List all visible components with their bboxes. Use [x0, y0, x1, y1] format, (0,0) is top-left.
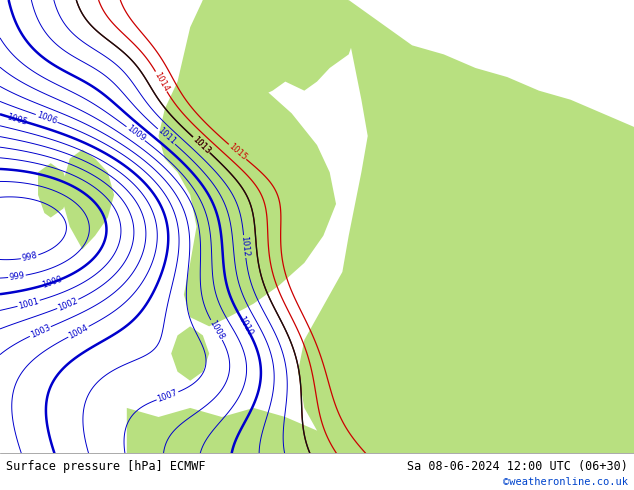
- Text: 1013: 1013: [191, 134, 212, 155]
- Text: 1009: 1009: [125, 124, 147, 144]
- Text: 999: 999: [9, 271, 25, 282]
- Text: 1005: 1005: [6, 112, 29, 127]
- Text: 998: 998: [21, 251, 39, 263]
- Polygon shape: [298, 0, 634, 453]
- Polygon shape: [203, 0, 355, 99]
- Text: 1001: 1001: [17, 296, 40, 311]
- Text: 1015: 1015: [226, 142, 249, 162]
- Polygon shape: [63, 149, 114, 249]
- Text: 1004: 1004: [67, 323, 90, 341]
- Text: ©weatheronline.co.uk: ©weatheronline.co.uk: [503, 477, 628, 487]
- Text: 1006: 1006: [36, 111, 58, 126]
- Text: 1002: 1002: [56, 296, 79, 313]
- Text: 1014: 1014: [152, 70, 171, 93]
- Polygon shape: [127, 399, 634, 453]
- Polygon shape: [38, 163, 70, 218]
- Text: Sa 08-06-2024 12:00 UTC (06+30): Sa 08-06-2024 12:00 UTC (06+30): [407, 460, 628, 473]
- Text: 1003: 1003: [29, 323, 52, 340]
- Text: Surface pressure [hPa] ECMWF: Surface pressure [hPa] ECMWF: [6, 460, 206, 473]
- Text: 1012: 1012: [239, 236, 250, 257]
- Text: 1011: 1011: [155, 126, 178, 147]
- Text: 1008: 1008: [207, 318, 226, 342]
- Text: 1000: 1000: [41, 275, 63, 290]
- Polygon shape: [158, 0, 336, 326]
- Text: 1010: 1010: [236, 315, 255, 338]
- Text: 1007: 1007: [156, 388, 179, 404]
- Text: 1013: 1013: [191, 134, 212, 155]
- Polygon shape: [171, 326, 209, 381]
